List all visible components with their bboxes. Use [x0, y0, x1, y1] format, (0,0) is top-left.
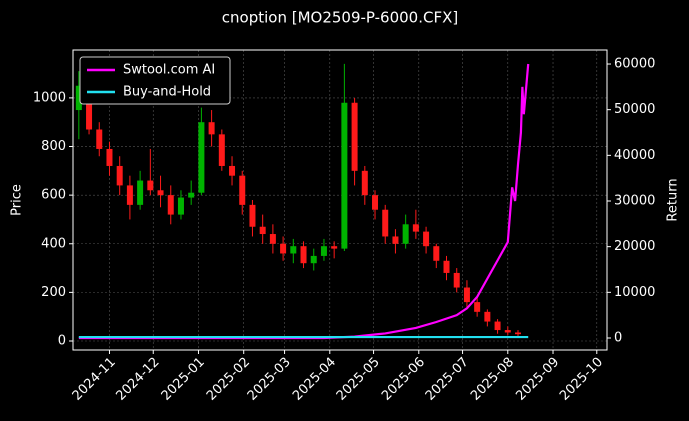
- y2-tick-label: 40000: [614, 148, 655, 163]
- candle-body: [198, 122, 205, 193]
- y2-tick-label: 20000: [614, 239, 655, 254]
- candle-body: [300, 246, 307, 264]
- candle-body: [331, 246, 338, 249]
- y-tick-label: 800: [41, 139, 66, 154]
- y-tick-label: 0: [58, 334, 66, 349]
- candle-body: [484, 311, 491, 322]
- y2-axis-label: Return: [666, 178, 681, 221]
- legend-label: Swtool.com AI: [123, 63, 215, 78]
- y2-tick-label: 50000: [614, 102, 655, 117]
- candle-body: [106, 148, 113, 166]
- chart-title: cnoption [MO2509-P-6000.CFX]: [222, 9, 458, 27]
- candle-body: [229, 165, 236, 176]
- y2-tick-label: 10000: [614, 285, 655, 300]
- plot-frame: [72, 49, 608, 351]
- candle-body: [137, 180, 144, 205]
- candle-body: [177, 197, 184, 215]
- legend-box: [79, 56, 231, 105]
- legend-label: Buy-and-Hold: [123, 85, 211, 100]
- candle-body: [96, 129, 103, 149]
- y-tick-label: 400: [41, 236, 66, 251]
- line: [78, 63, 530, 340]
- candle-body: [167, 195, 174, 215]
- candle-body: [392, 236, 399, 244]
- y-axis-label: Price: [10, 184, 25, 216]
- candle-body: [208, 122, 215, 135]
- candle-body: [310, 255, 317, 264]
- candle-body: [372, 195, 379, 210]
- candle-body: [157, 190, 164, 196]
- candle-body: [433, 246, 440, 261]
- candle-body: [259, 226, 266, 235]
- candle-body: [515, 332, 521, 335]
- candle-body: [351, 102, 358, 171]
- candle-body: [320, 246, 327, 256]
- candle-body: [423, 231, 430, 247]
- candle-body: [341, 102, 348, 249]
- y-tick-label: 200: [41, 285, 66, 300]
- candle-body: [116, 165, 123, 186]
- candle-body: [249, 204, 256, 227]
- candle-body: [382, 209, 389, 237]
- candle-body: [147, 180, 154, 191]
- candle-body: [86, 85, 93, 130]
- candle-body: [494, 321, 501, 331]
- candle-body: [412, 224, 419, 232]
- candle-body: [463, 287, 470, 303]
- candle-body: [290, 246, 297, 254]
- candle-body: [239, 175, 246, 205]
- candle-body: [188, 192, 195, 198]
- candle-body: [280, 243, 287, 254]
- y2-tick-label: 0: [614, 330, 622, 345]
- candle-body: [75, 85, 82, 111]
- candle-body: [126, 185, 133, 205]
- y-tick-label: 600: [41, 188, 66, 203]
- y2-tick-label: 60000: [614, 57, 655, 72]
- candle-body: [361, 170, 368, 196]
- candle-body: [443, 260, 450, 273]
- candle-body: [504, 330, 511, 333]
- candle-body: [474, 302, 481, 312]
- y-tick-label: 1000: [33, 90, 66, 105]
- candle-body: [218, 134, 225, 166]
- y2-tick-label: 30000: [614, 194, 655, 209]
- candle-body: [402, 224, 409, 244]
- candle-body: [269, 234, 276, 244]
- candle-body: [453, 272, 460, 288]
